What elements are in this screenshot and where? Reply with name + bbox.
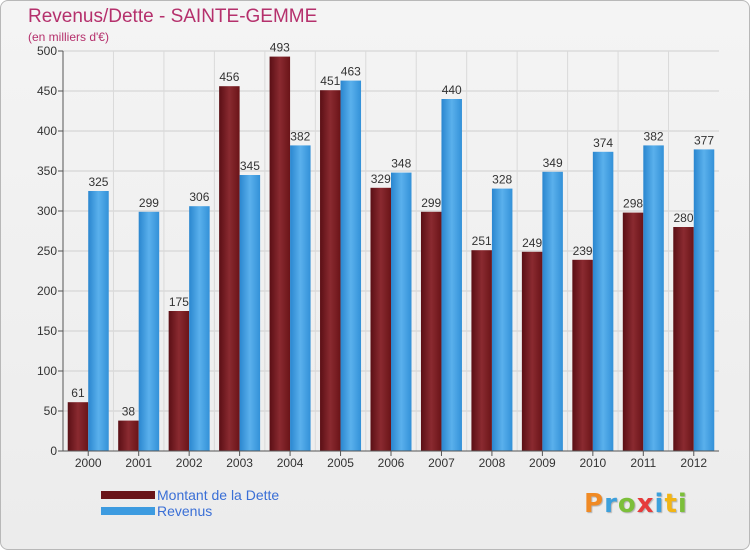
bar-dette-2011 — [622, 212, 644, 451]
y-tick-label-200: 200 — [37, 284, 57, 298]
logo-letter: t — [664, 489, 678, 519]
data-label-revenus-2001: 299 — [139, 196, 159, 210]
bar-dette-2000 — [67, 402, 89, 451]
x-tick-label-2000: 2000 — [75, 456, 102, 470]
y-tick-label-500: 500 — [37, 44, 57, 58]
data-label-revenus-2008: 328 — [492, 173, 512, 187]
y-tick-label-150: 150 — [37, 324, 57, 338]
bar-revenus-2011 — [643, 145, 664, 451]
data-label-dette-2002: 175 — [169, 295, 189, 309]
data-label-dette-2004: 493 — [270, 41, 290, 55]
data-label-dette-2001: 38 — [122, 405, 136, 419]
bar-revenus-2002 — [189, 206, 210, 451]
bar-revenus-2004 — [290, 145, 311, 451]
bar-dette-2012 — [673, 227, 694, 451]
bar-dette-2001 — [118, 420, 139, 451]
chart-title: Revenus/Dette - SAINTE-GEMME — [28, 6, 318, 27]
legend-label-revenus: Revenus — [157, 503, 213, 519]
x-tick-label-2006: 2006 — [378, 456, 405, 470]
logo-letter: P — [584, 489, 605, 519]
data-label-dette-2008: 251 — [472, 234, 492, 248]
bar-dette-2007 — [420, 211, 442, 451]
y-tick-label-250: 250 — [37, 244, 57, 258]
data-label-dette-2003: 456 — [219, 70, 239, 84]
y-tick-label-0: 0 — [50, 444, 57, 458]
data-label-dette-2000: 61 — [71, 386, 85, 400]
bar-revenus-2009 — [542, 171, 563, 452]
x-tick-label-2004: 2004 — [277, 456, 304, 470]
x-tick-label-2011: 2011 — [630, 456, 656, 470]
legend-swatch-revenus — [101, 507, 155, 515]
bar-dette-2002 — [168, 311, 190, 451]
data-label-revenus-2007: 440 — [442, 83, 462, 97]
bar-revenus-2008 — [491, 188, 513, 451]
chart-subtitle: (en milliers d'€) — [28, 30, 109, 44]
x-tick-label-2003: 2003 — [226, 456, 253, 470]
x-tick-label-2007: 2007 — [428, 456, 455, 470]
bar-revenus-2006 — [391, 172, 412, 451]
legend-label-dette: Montant de la Dette — [157, 487, 280, 503]
data-label-dette-2007: 299 — [421, 196, 441, 210]
x-tick-label-2001: 2001 — [125, 456, 152, 470]
logo-letter: x — [636, 489, 655, 519]
y-tick-label-350: 350 — [37, 164, 57, 178]
data-label-revenus-2000: 325 — [88, 175, 108, 189]
bar-revenus-2005 — [340, 80, 362, 451]
data-label-dette-2012: 280 — [674, 211, 694, 225]
legend-swatch-dette — [101, 491, 155, 499]
bar-dette-2010 — [572, 259, 593, 451]
data-label-revenus-2011: 382 — [644, 129, 664, 143]
data-label-revenus-2010: 374 — [593, 136, 613, 150]
x-tick-label-2002: 2002 — [176, 456, 203, 470]
bar-revenus-2012 — [693, 149, 715, 451]
data-label-dette-2010: 239 — [573, 244, 593, 258]
data-label-revenus-2006: 348 — [391, 157, 411, 171]
bar-dette-2003 — [219, 86, 240, 451]
bar-revenus-2003 — [239, 175, 261, 451]
x-tick-label-2009: 2009 — [529, 456, 556, 470]
bar-dette-2005 — [320, 90, 341, 451]
logo-letter: i — [654, 489, 665, 519]
bar-revenus-2001 — [138, 211, 160, 451]
bar-dette-2008 — [471, 250, 492, 451]
y-tick-label-450: 450 — [37, 84, 57, 98]
data-label-revenus-2009: 349 — [543, 156, 563, 170]
bar-revenus-2007 — [441, 99, 462, 451]
bar-dette-2006 — [370, 187, 391, 452]
bar-dette-2009 — [521, 251, 543, 451]
x-tick-label-2012: 2012 — [680, 456, 707, 470]
data-label-revenus-2012: 377 — [694, 133, 714, 147]
y-tick-label-300: 300 — [37, 204, 57, 218]
logo-letter: i — [677, 489, 688, 519]
data-label-revenus-2005: 463 — [341, 65, 361, 79]
proxiti-logo: Proxiti — [584, 489, 688, 519]
logo-letter: o — [617, 489, 637, 519]
bar-dette-2004 — [269, 56, 291, 451]
data-label-revenus-2002: 306 — [189, 190, 209, 204]
data-label-dette-2006: 329 — [371, 172, 391, 186]
logo-letter: r — [604, 489, 618, 519]
bar-revenus-2010 — [592, 151, 614, 452]
data-label-dette-2011: 298 — [623, 197, 643, 211]
x-tick-label-2008: 2008 — [479, 456, 506, 470]
x-tick-label-2005: 2005 — [327, 456, 354, 470]
data-label-dette-2005: 451 — [320, 74, 340, 88]
y-tick-label-50: 50 — [44, 404, 58, 418]
y-tick-label-100: 100 — [37, 364, 57, 378]
data-label-revenus-2004: 382 — [290, 129, 310, 143]
data-label-dette-2009: 249 — [522, 236, 542, 250]
data-label-revenus-2003: 345 — [240, 159, 260, 173]
y-tick-label-400: 400 — [37, 124, 57, 138]
bar-revenus-2000 — [88, 191, 109, 451]
x-tick-label-2010: 2010 — [579, 456, 606, 470]
